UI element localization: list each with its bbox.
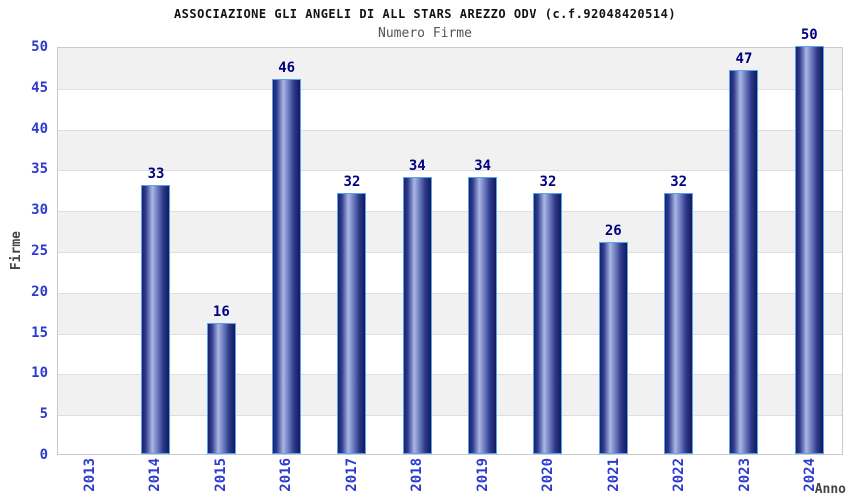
- grid-band: [58, 129, 842, 171]
- bar-slot: 34: [385, 48, 450, 454]
- x-tick-slot: 2020: [516, 458, 582, 500]
- bar: [402, 176, 432, 454]
- y-tick-label: 15: [31, 324, 48, 341]
- bar-slot: 34: [450, 48, 515, 454]
- bar-value-label: 32: [539, 173, 557, 190]
- x-tick-slot: 2023: [712, 458, 778, 500]
- y-tick-label: 35: [31, 161, 48, 178]
- grid-band: [58, 333, 842, 375]
- bar: [141, 184, 171, 454]
- x-tick-slot: 2017: [319, 458, 385, 500]
- bar-slot: 33: [123, 48, 188, 454]
- bar: [598, 241, 628, 454]
- y-tick-label: 5: [39, 406, 48, 423]
- grid-band: [58, 374, 842, 416]
- bar-value-label: 47: [735, 51, 753, 68]
- grid-band: [58, 170, 842, 211]
- bar: [468, 176, 498, 454]
- x-tick-label: 2023: [736, 458, 753, 492]
- bar: [206, 323, 236, 454]
- x-tick-label: 2015: [212, 458, 229, 492]
- x-tick-slot: 2015: [188, 458, 254, 500]
- bar-slot: 32: [515, 48, 580, 454]
- x-tick-label: 2018: [409, 458, 426, 492]
- bar-slot: 32: [319, 48, 384, 454]
- bar: [664, 192, 694, 454]
- bar-slot: 50: [777, 28, 842, 454]
- grid-band: [58, 211, 842, 252]
- x-tick-label: 2017: [343, 458, 360, 492]
- bar-value-label: 33: [147, 165, 165, 182]
- x-tick-slot: 2021: [581, 458, 647, 500]
- bar: [272, 78, 302, 454]
- x-tick-slot: 2013: [57, 458, 123, 500]
- y-tick-label: 20: [31, 283, 48, 300]
- bar-slots: 33 16 46 32 34 34 32 26 32 47 50: [58, 28, 842, 454]
- bar-value-label: 32: [343, 173, 361, 190]
- bar-value-label: 50: [800, 27, 818, 43]
- x-tick-slot: 2018: [385, 458, 451, 500]
- x-tick-label: 2020: [540, 458, 557, 492]
- bar-slot: 16: [189, 48, 254, 454]
- bar-value-label: 34: [474, 157, 492, 174]
- x-tick-label: 2021: [605, 458, 622, 492]
- y-tick-label: 10: [31, 365, 48, 382]
- plot-area: 33 16 46 32 34 34 32 26 32 47 50: [57, 28, 843, 456]
- chart-subtitle: Numero Firme: [378, 26, 472, 41]
- x-tick-label: 2022: [671, 458, 688, 492]
- y-tick-label: 25: [31, 243, 48, 259]
- grid-band: [58, 48, 842, 89]
- grid-band: [58, 415, 842, 456]
- x-tick-label: 2013: [81, 458, 98, 492]
- bar-slot: 47: [711, 48, 776, 454]
- grid-band: [58, 252, 842, 293]
- bar-slot: [58, 48, 123, 454]
- bar-slot: 46: [254, 48, 319, 454]
- bar-slot: 32: [646, 48, 711, 454]
- bar-value-label: 34: [408, 157, 426, 174]
- bar: [794, 46, 824, 454]
- bar-value-label: 32: [670, 173, 688, 190]
- bar-value-label: 26: [604, 222, 622, 239]
- x-tick-slot: 2019: [450, 458, 516, 500]
- y-tick-label: 45: [31, 79, 48, 96]
- chart-title: ASSOCIAZIONE GLI ANGELI DI ALL STARS ARE…: [173, 7, 677, 21]
- bar-value-label: 16: [212, 304, 230, 321]
- grid-band: [58, 88, 842, 130]
- bar-slot: 26: [581, 48, 646, 454]
- x-axis-title: Anno: [814, 482, 846, 497]
- grid-band: [58, 292, 842, 334]
- x-tick-slot: 2022: [647, 458, 713, 500]
- bar-value-label: 46: [278, 59, 296, 76]
- y-tick-label: 30: [31, 202, 48, 219]
- y-tick-label: 40: [31, 120, 48, 137]
- y-axis-tick-labels: 0 5 10 15 20 25 30 35 40 45 50: [0, 39, 48, 463]
- y-tick-label: 50: [31, 39, 48, 55]
- x-tick-slot: 2016: [254, 458, 320, 500]
- y-tick-label: 0: [39, 447, 48, 463]
- x-axis-tick-labels: 2013 2014 2015 2016 2017 2018 2019 2020 2021 2022…: [57, 458, 843, 500]
- x-tick-label: 2016: [278, 458, 295, 492]
- bar: [533, 192, 563, 454]
- bar: [729, 70, 759, 454]
- x-tick-label: 2019: [474, 458, 491, 492]
- x-tick-label: 2014: [147, 458, 164, 492]
- x-tick-slot: 2014: [123, 458, 189, 500]
- bar: [337, 192, 367, 454]
